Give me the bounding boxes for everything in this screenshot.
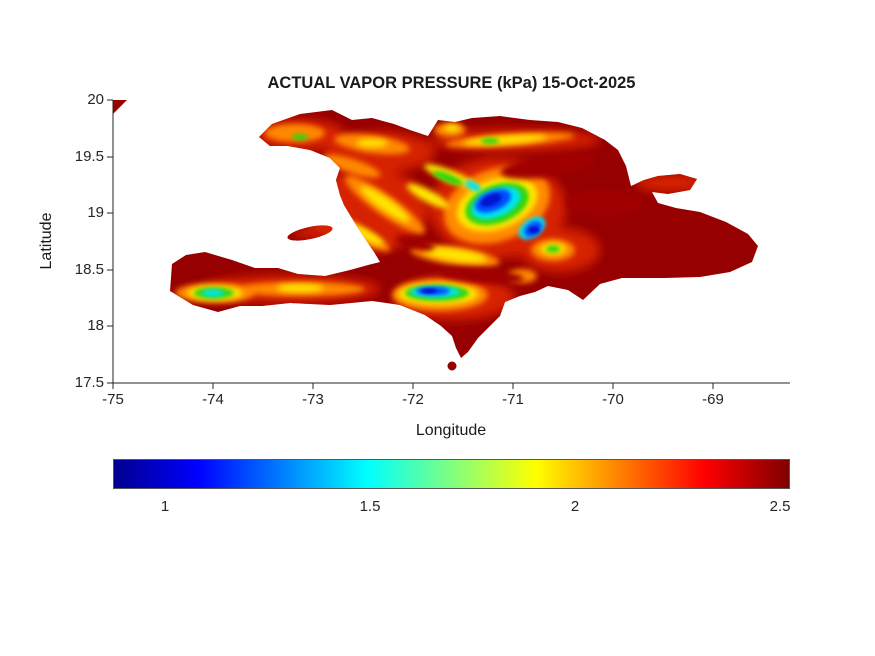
axis-lines bbox=[107, 99, 790, 389]
x-tick-label: -70 bbox=[602, 391, 624, 408]
heat-yellow-zones bbox=[187, 124, 566, 305]
y-tick-label: 18 bbox=[87, 317, 104, 334]
heat-deepblue-cores bbox=[421, 193, 540, 294]
colorbar-tick-label: 2.5 bbox=[769, 498, 791, 515]
x-tick-label: -73 bbox=[302, 391, 324, 408]
x-tick-label: -74 bbox=[202, 391, 224, 408]
heat-red-zones bbox=[200, 119, 705, 320]
y-tick-label: 19 bbox=[87, 204, 104, 221]
x-tick-label: -72 bbox=[402, 391, 424, 408]
y-tick-label: 20 bbox=[87, 91, 104, 108]
x-tick-label: -71 bbox=[502, 391, 524, 408]
colorbar-tick-label: 1 bbox=[160, 498, 170, 515]
y-tick-label: 18.5 bbox=[74, 261, 104, 278]
y-tick-label: 17.5 bbox=[74, 374, 104, 391]
island-landmass bbox=[170, 110, 758, 371]
y-tick-label: 19.5 bbox=[74, 148, 104, 165]
colorbar-tick-label: 2 bbox=[570, 498, 580, 515]
heat-green-zones bbox=[194, 134, 560, 301]
heat-valley-darkred-zones bbox=[395, 153, 642, 284]
x-tick-label: -69 bbox=[702, 391, 724, 408]
x-tick-label: -75 bbox=[102, 391, 124, 408]
heat-cyan-zones bbox=[202, 180, 546, 298]
heat-orange-zones bbox=[175, 123, 575, 311]
heat-blue-zones bbox=[416, 189, 543, 295]
x-axis-label: Longitude bbox=[415, 422, 487, 439]
chart-title: ACTUAL VAPOR PRESSURE (kPa) 15-Oct-2025 bbox=[267, 74, 636, 92]
colorbar-tick-label: 1.5 bbox=[359, 498, 381, 515]
corner-data-speck bbox=[113, 100, 127, 114]
y-axis-label: Latitude bbox=[38, 212, 55, 270]
colorbar bbox=[113, 459, 790, 489]
colorbar-gradient bbox=[114, 460, 789, 488]
